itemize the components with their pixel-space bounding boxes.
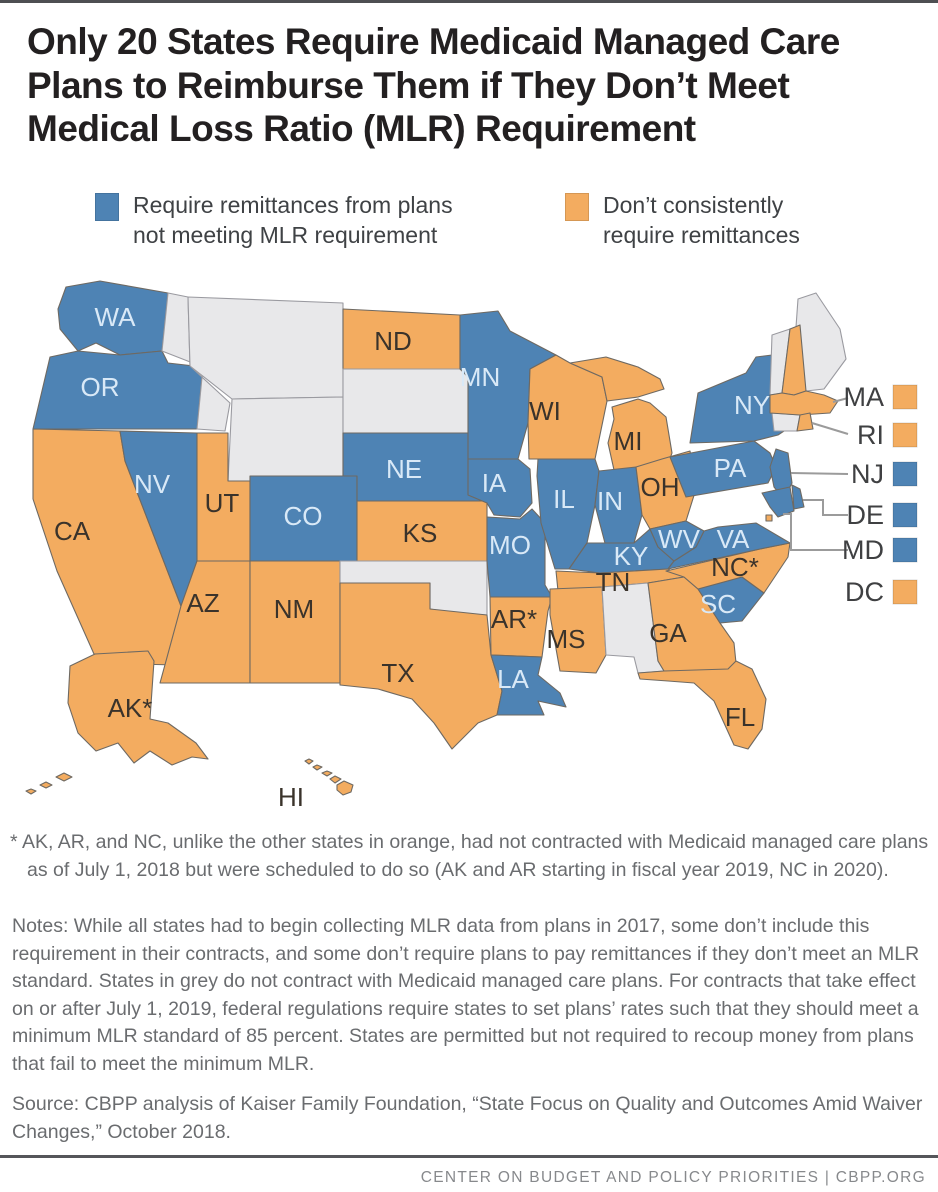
- state-label-az: AZ: [186, 588, 219, 618]
- callout-swatch-dc: [892, 579, 918, 605]
- state-label-nm: NM: [274, 594, 314, 624]
- callout-swatch-md: [892, 537, 918, 563]
- state-ak: [25, 650, 209, 795]
- state-ma: [769, 390, 839, 416]
- footer-divider: [0, 1155, 938, 1158]
- callout-label-nj: NJ: [851, 459, 884, 489]
- state-label-ia: IA: [482, 468, 507, 498]
- state-ar: [489, 596, 553, 658]
- us-map-svg: WA OR CA NV UT CO AZ NM ND NE KS TX MN IA MO AR* LA WI MI I…: [25, 280, 918, 812]
- footnote-text: AK, AR, and NC, unlike the other states …: [21, 831, 929, 881]
- state-label-pa: PA: [714, 453, 747, 483]
- callout-label-ma: MA: [844, 382, 885, 412]
- notes-paragraph: Notes: While all states had to begin col…: [12, 915, 920, 1075]
- state-label-ks: KS: [403, 518, 438, 548]
- callout-leader-ri: [811, 422, 849, 435]
- state-label-nc: NC*: [711, 552, 759, 582]
- legend: Require remittances from plans not meeti…: [0, 187, 938, 267]
- legend-label-inconsistent: Don’t consistently require remittances: [603, 192, 800, 248]
- state-label-mo: MO: [489, 530, 531, 560]
- state-label-mn: MN: [460, 362, 500, 392]
- state-label-wi: WI: [529, 396, 561, 426]
- state-label-ny: NY: [734, 390, 770, 420]
- us-choropleth-map: WA OR CA NV UT CO AZ NM ND NE KS TX MN IA MO AR* LA WI MI I…: [0, 271, 938, 833]
- state-la: [490, 654, 567, 716]
- legend-item-inconsistent: Don’t consistently require remittances: [565, 190, 895, 250]
- state-mo: [486, 508, 553, 598]
- state-az: [159, 560, 251, 684]
- state-label-oh: OH: [641, 472, 680, 502]
- callout-leader-de: [803, 499, 848, 516]
- state-label-mi: MI: [614, 426, 643, 456]
- callout-label-de: DE: [846, 500, 884, 530]
- state-label-tx: TX: [381, 658, 414, 688]
- figure-title: Only 20 States Require Medicaid Managed …: [27, 21, 840, 150]
- state-md: [761, 486, 795, 518]
- callout-label-dc: DC: [845, 577, 884, 607]
- state-label-ut: UT: [205, 488, 240, 518]
- state-label-ga: GA: [649, 618, 687, 648]
- state-de: [791, 484, 805, 510]
- legend-swatch-blue: [95, 193, 119, 221]
- state-fl: [637, 660, 767, 750]
- state-label-in: IN: [597, 486, 623, 516]
- state-label-la: LA: [497, 664, 529, 694]
- state-label-or: OR: [81, 372, 120, 402]
- callout-label-ri: RI: [857, 420, 884, 450]
- state-wv: [649, 520, 705, 562]
- callout-swatch-ma: [892, 384, 918, 410]
- state-ia: [467, 458, 533, 518]
- callout-leader-nj: [790, 472, 849, 475]
- state-label-ca: CA: [54, 516, 91, 546]
- callout-label-md: MD: [842, 535, 884, 565]
- callout-leader-ma: [832, 397, 849, 403]
- state-sd: [342, 368, 471, 434]
- state-wy: [227, 396, 344, 482]
- state-tx: [339, 582, 503, 750]
- state-label-nv: NV: [134, 469, 171, 499]
- footer-branding: CENTER ON BUDGET AND POLICY PRIORITIES |…: [420, 1169, 926, 1186]
- state-label-tn: TN: [596, 567, 631, 597]
- state-label-ms: MS: [547, 624, 586, 654]
- state-label-nd: ND: [374, 326, 412, 356]
- state-ct: [771, 412, 801, 432]
- state-label-ak: AK*: [108, 693, 153, 723]
- state-label-sc: SC: [700, 589, 736, 619]
- state-label-va: VA: [717, 524, 750, 554]
- state-label-co: CO: [284, 501, 323, 531]
- state-label-fl: FL: [725, 702, 755, 732]
- footnote-marker: *: [10, 831, 18, 853]
- source-line: Source: CBPP analysis of Kaiser Family F…: [12, 1093, 923, 1143]
- state-label-ne: NE: [386, 454, 422, 484]
- state-label-ky: KY: [614, 541, 649, 571]
- state-mt: [187, 296, 344, 400]
- legend-swatch-orange: [565, 193, 589, 221]
- legend-item-require: Require remittances from plans not meeti…: [95, 190, 515, 250]
- state-hi: [304, 758, 354, 796]
- callout-swatch-nj: [892, 461, 918, 487]
- callout-swatch-ri: [892, 422, 918, 448]
- footnote: * AK, AR, and NC, unlike the other state…: [10, 829, 938, 884]
- state-ri: [796, 412, 814, 432]
- callout-leader-md: [783, 513, 848, 551]
- state-label-il: IL: [553, 484, 575, 514]
- state-dc: [765, 514, 773, 522]
- state-label-wa: WA: [95, 302, 137, 332]
- state-label-hi: HI: [278, 782, 304, 812]
- state-label-wv: WV: [658, 524, 701, 554]
- legend-label-require: Require remittances from plans not meeti…: [133, 192, 453, 248]
- state-label-ar: AR*: [491, 604, 537, 634]
- callout-swatch-de: [892, 502, 918, 528]
